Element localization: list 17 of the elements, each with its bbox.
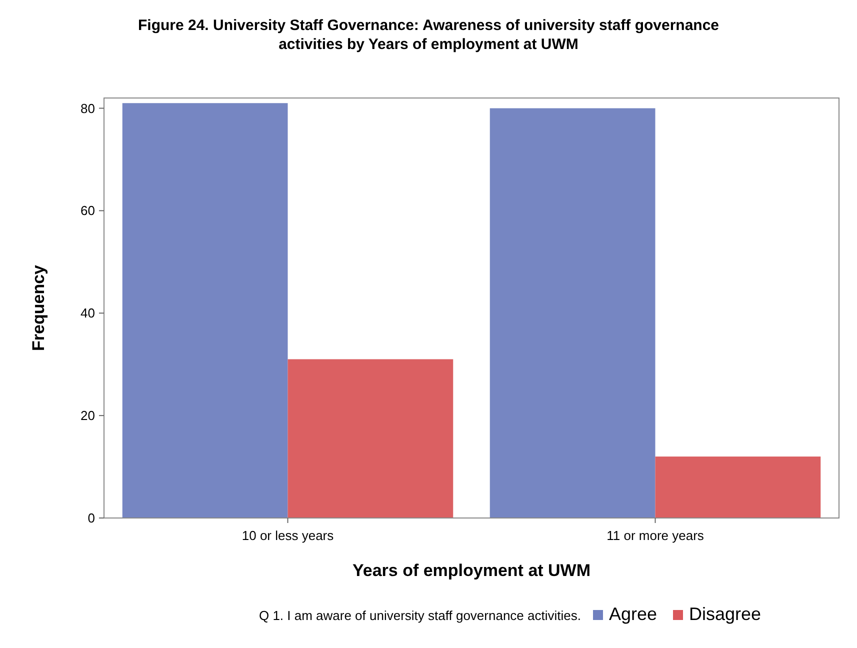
- x-axis-title: Years of employment at UWM: [352, 561, 591, 580]
- y-tick-label: 80: [80, 100, 95, 116]
- legend-label: Disagree: [689, 604, 762, 624]
- legend-title: Q 1. I am aware of university staff governance activities.: [258, 608, 581, 623]
- legend-label: Agree: [609, 604, 658, 624]
- chart-title: Figure 24. University Staff Governance: Awareness of university staff governance activities by Years of employment at UWM: [138, 17, 720, 53]
- y-axis-title: Frequency: [29, 264, 48, 351]
- y-tick-label: 0: [88, 510, 95, 526]
- x-tick-label: 10 or less years: [242, 528, 334, 543]
- bar: [655, 456, 821, 518]
- x-tick-label: 11 or more years: [606, 528, 704, 543]
- bar: [490, 108, 656, 518]
- y-tick-label: 60: [80, 203, 95, 218]
- y-tick-label: 20: [80, 408, 95, 424]
- bar: [122, 103, 288, 518]
- bar: [288, 359, 454, 518]
- y-tick-label: 40: [80, 306, 95, 321]
